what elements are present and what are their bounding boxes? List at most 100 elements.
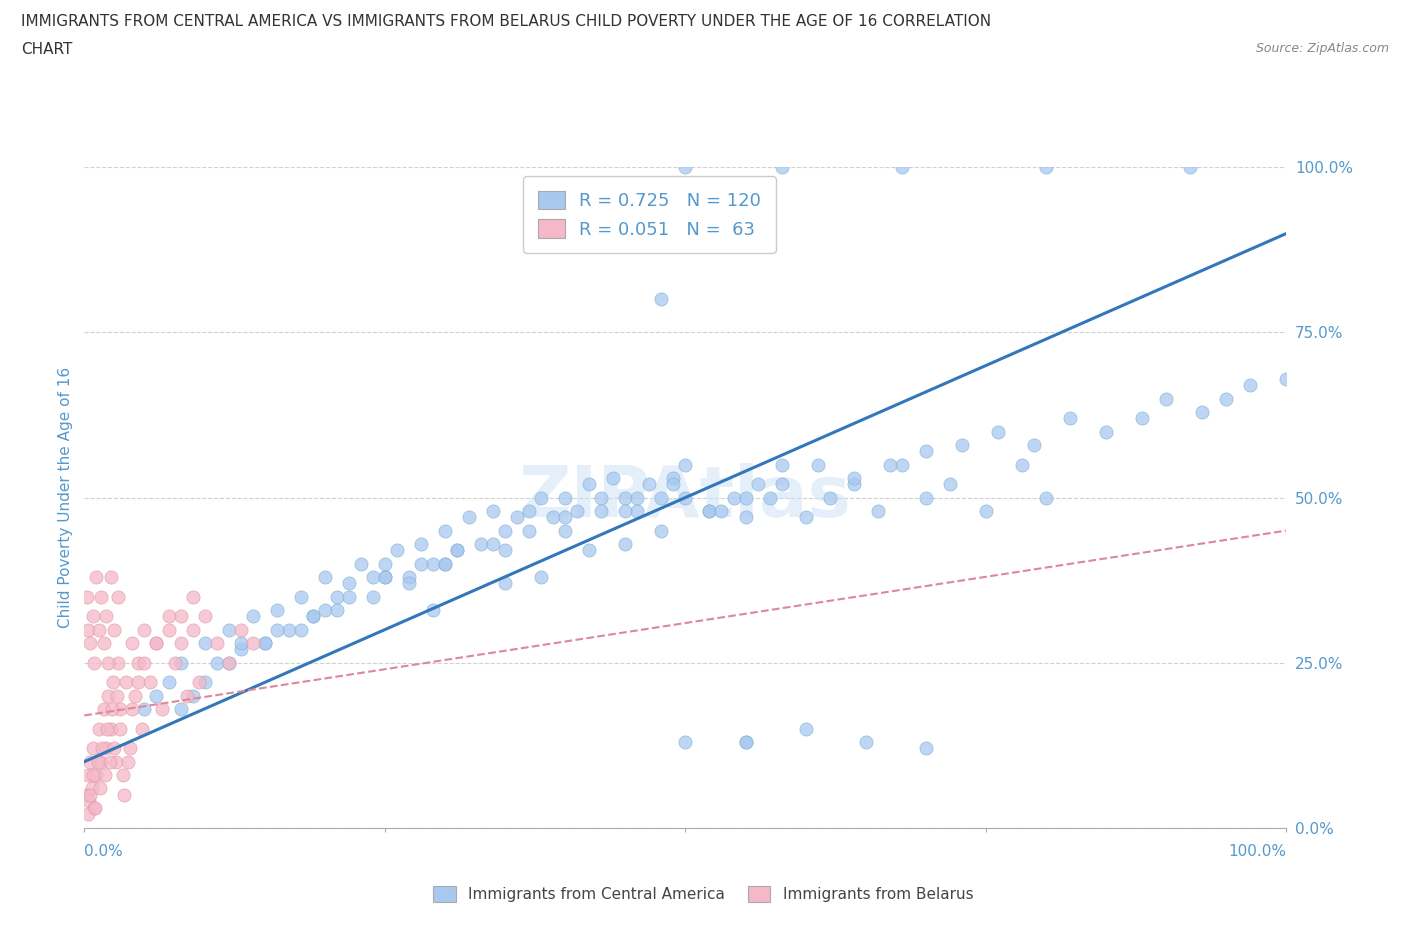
- Point: [1239, 378, 1261, 392]
- Point: [97, 656, 120, 671]
- Point: [409, 537, 432, 551]
- Point: [915, 741, 938, 756]
- Point: [1035, 490, 1057, 505]
- Point: [890, 458, 912, 472]
- Point: [93, 635, 115, 650]
- Point: [145, 635, 167, 650]
- Point: [77, 807, 100, 822]
- Point: [434, 556, 457, 571]
- Point: [662, 471, 685, 485]
- Point: [93, 701, 115, 716]
- Point: [176, 688, 198, 703]
- Point: [482, 503, 505, 518]
- Point: [458, 510, 481, 525]
- Point: [734, 490, 756, 505]
- Point: [112, 787, 135, 802]
- Point: [807, 458, 830, 472]
- Point: [134, 656, 156, 671]
- Point: [169, 635, 191, 650]
- Point: [734, 735, 756, 750]
- Point: [86, 569, 108, 584]
- Point: [169, 656, 191, 671]
- Point: [1035, 160, 1057, 175]
- Point: [1095, 424, 1118, 439]
- Point: [855, 735, 877, 750]
- Legend: Immigrants from Central America, Immigrants from Belarus: Immigrants from Central America, Immigra…: [426, 880, 980, 909]
- Point: [602, 471, 624, 485]
- Point: [494, 543, 516, 558]
- Point: [446, 543, 468, 558]
- Point: [139, 675, 162, 690]
- Y-axis label: Child Poverty Under the Age of 16: Child Poverty Under the Age of 16: [58, 367, 73, 628]
- Point: [91, 741, 114, 756]
- Point: [121, 701, 143, 716]
- Point: [94, 741, 117, 756]
- Point: [157, 609, 180, 624]
- Point: [794, 510, 817, 525]
- Point: [361, 569, 384, 584]
- Point: [242, 635, 264, 650]
- Point: [134, 701, 156, 716]
- Text: 0.0%: 0.0%: [84, 844, 124, 858]
- Point: [86, 767, 108, 782]
- Point: [77, 794, 100, 809]
- Point: [770, 458, 793, 472]
- Point: [90, 590, 112, 604]
- Point: [398, 576, 420, 591]
- Point: [100, 722, 122, 737]
- Point: [86, 754, 108, 769]
- Point: [398, 569, 420, 584]
- Point: [79, 787, 101, 802]
- Point: [253, 635, 276, 650]
- Point: [79, 635, 101, 650]
- Point: [194, 635, 217, 650]
- Point: [879, 458, 901, 472]
- Point: [1011, 458, 1033, 472]
- Point: [94, 767, 117, 782]
- Point: [578, 477, 600, 492]
- Point: [517, 503, 540, 518]
- Point: [374, 556, 396, 571]
- Point: [124, 688, 146, 703]
- Point: [1059, 411, 1081, 426]
- Point: [506, 510, 529, 525]
- Point: [314, 569, 336, 584]
- Point: [83, 656, 105, 671]
- Point: [152, 701, 174, 716]
- Point: [229, 635, 252, 650]
- Point: [650, 523, 672, 538]
- Point: [723, 490, 745, 505]
- Point: [181, 688, 204, 703]
- Point: [98, 754, 121, 769]
- Point: [90, 754, 112, 769]
- Point: [229, 622, 252, 637]
- Point: [107, 656, 129, 671]
- Point: [1156, 392, 1178, 406]
- Point: [530, 490, 553, 505]
- Point: [842, 471, 865, 485]
- Point: [76, 590, 98, 604]
- Point: [89, 780, 111, 795]
- Point: [842, 477, 865, 492]
- Point: [301, 609, 323, 624]
- Text: 100.0%: 100.0%: [1229, 844, 1286, 858]
- Text: ZIPAtlas: ZIPAtlas: [519, 463, 852, 532]
- Point: [470, 537, 492, 551]
- Point: [554, 510, 576, 525]
- Point: [987, 424, 1010, 439]
- Point: [626, 503, 648, 518]
- Point: [277, 622, 299, 637]
- Point: [242, 609, 264, 624]
- Point: [675, 735, 697, 750]
- Point: [187, 675, 209, 690]
- Point: [117, 754, 139, 769]
- Point: [675, 458, 697, 472]
- Point: [1022, 437, 1045, 452]
- Point: [770, 477, 793, 492]
- Point: [314, 603, 336, 618]
- Point: [950, 437, 973, 452]
- Point: [818, 490, 841, 505]
- Legend: R = 0.725   N = 120, R = 0.051   N =  63: R = 0.725 N = 120, R = 0.051 N = 63: [523, 177, 776, 253]
- Point: [517, 523, 540, 538]
- Point: [350, 556, 373, 571]
